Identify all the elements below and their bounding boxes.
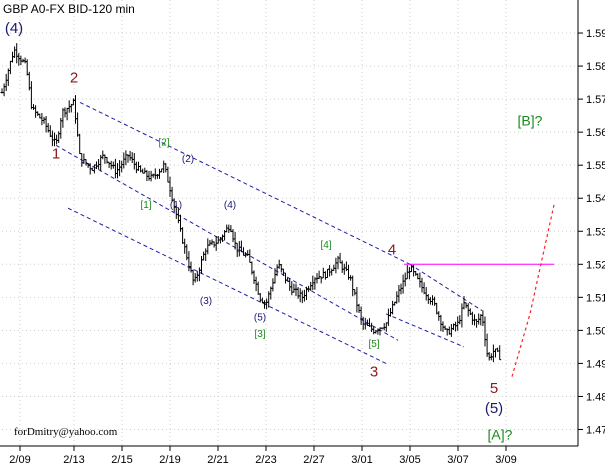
x-tick-label: 2/19 (159, 454, 180, 466)
x-tick-label: 2/15 (111, 454, 132, 466)
grid (2, 0, 578, 446)
channel-lines (55, 101, 483, 364)
y-tick-label: 1.55 (586, 160, 605, 172)
plot-background (0, 0, 578, 446)
x-tick-label: 2/13 (63, 454, 84, 466)
y-tick-label: 1.48 (586, 391, 605, 403)
channel-line (385, 313, 465, 348)
wave-label: (4) (224, 200, 236, 211)
y-axis: 1.59 1.58 1.57 1.56 1.55 1.54 1.53 1.52 1.51 1.50… (577, 0, 605, 446)
price-bars (0, 43, 502, 363)
x-tick-label: 3/05 (399, 454, 420, 466)
x-tick-label: 2/21 (207, 454, 228, 466)
y-tick-label: 1.50 (586, 325, 605, 337)
wave-label: [4] (320, 240, 331, 251)
channel-line (67, 207, 387, 364)
y-tick-label: 1.56 (586, 127, 605, 139)
wave-label: (2) (182, 154, 194, 165)
x-axis: 2/09 2/13 2/15 2/19 2/21 2/23 2/27 3/01 3/05 3/07… (0, 445, 578, 466)
wave-label: 3 (370, 364, 378, 381)
wave-label: [B]? (518, 113, 543, 129)
y-tick-label: 1.49 (586, 358, 605, 370)
x-tick-label: 3/07 (447, 454, 468, 466)
channel-line (409, 263, 483, 311)
y-tick-label: 1.51 (586, 292, 605, 304)
y-tick-label: 1.54 (586, 193, 605, 205)
x-tick-label: 2/27 (303, 454, 324, 466)
y-tick-label: 1.52 (586, 259, 605, 271)
wave-label: [3] (254, 329, 265, 340)
wave-label: (4) (5, 20, 23, 37)
channel-line (79, 101, 411, 265)
wave-label: [1] (140, 200, 151, 211)
forecast-path (511, 204, 555, 377)
wave-label: (3) (200, 296, 212, 307)
x-tick-label: 2/23 (255, 454, 276, 466)
x-tick-label: 2/09 (9, 454, 30, 466)
wave-label: 5 (490, 380, 498, 397)
y-tick-label: 1.57 (586, 94, 605, 106)
wave-label: (5) (485, 400, 503, 417)
wave-label: 1 (52, 146, 60, 163)
wave-label: [A]? (488, 426, 513, 442)
overlays (404, 204, 555, 377)
y-tick-label: 1.47 (586, 424, 605, 436)
wave-label: [5] (368, 339, 379, 350)
wave-label: 4 (388, 241, 396, 258)
wave-label: (5) (254, 312, 266, 323)
chart-title: GBP A0-FX BID-120 min (3, 2, 135, 16)
y-tick-label: 1.53 (586, 226, 605, 238)
y-tick-label: 1.59 (586, 28, 605, 40)
channel-line (55, 144, 399, 341)
y-tick-label: 1.58 (586, 61, 605, 73)
x-tick-label: 3/09 (495, 454, 516, 466)
wave-label: [2] (158, 137, 169, 148)
wave-label: 2 (70, 70, 78, 87)
wave-label: (1) (170, 200, 182, 211)
wave-labels: (4) 2 1 [2] (2) [1] (1) (4) (3) (5) [3] [4] 4 [5] 3 5 (5… (5, 20, 543, 442)
x-tick-label: 3/01 (351, 454, 372, 466)
author-credit: forDmitry@yahoo.com (14, 426, 118, 438)
